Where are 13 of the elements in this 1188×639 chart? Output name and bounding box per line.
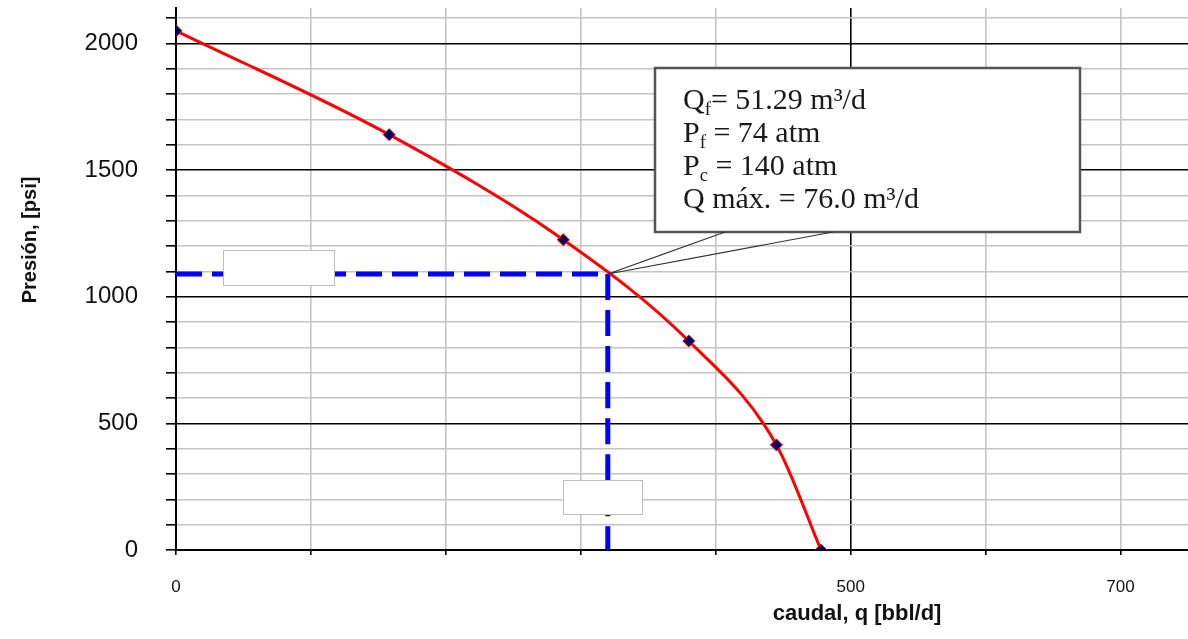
point (769, 438, 783, 452)
x-axis-title: caudal, q [bbl/d] (772, 600, 942, 626)
y-tick-label: 1000 (84, 281, 138, 309)
y-tick-label: 0 (124, 534, 138, 562)
point (682, 334, 696, 348)
point (556, 233, 570, 247)
x-tick-label: 0 (171, 576, 181, 596)
y-tick-label: 500 (97, 407, 138, 435)
x-tick-label: 700 (1106, 576, 1135, 596)
x-tick-label: 500 (836, 576, 865, 596)
y-axis-title: Presión, [psi] (17, 176, 40, 304)
y-tick-label: 1500 (84, 154, 138, 182)
y-tick-label: 2000 (84, 28, 138, 56)
